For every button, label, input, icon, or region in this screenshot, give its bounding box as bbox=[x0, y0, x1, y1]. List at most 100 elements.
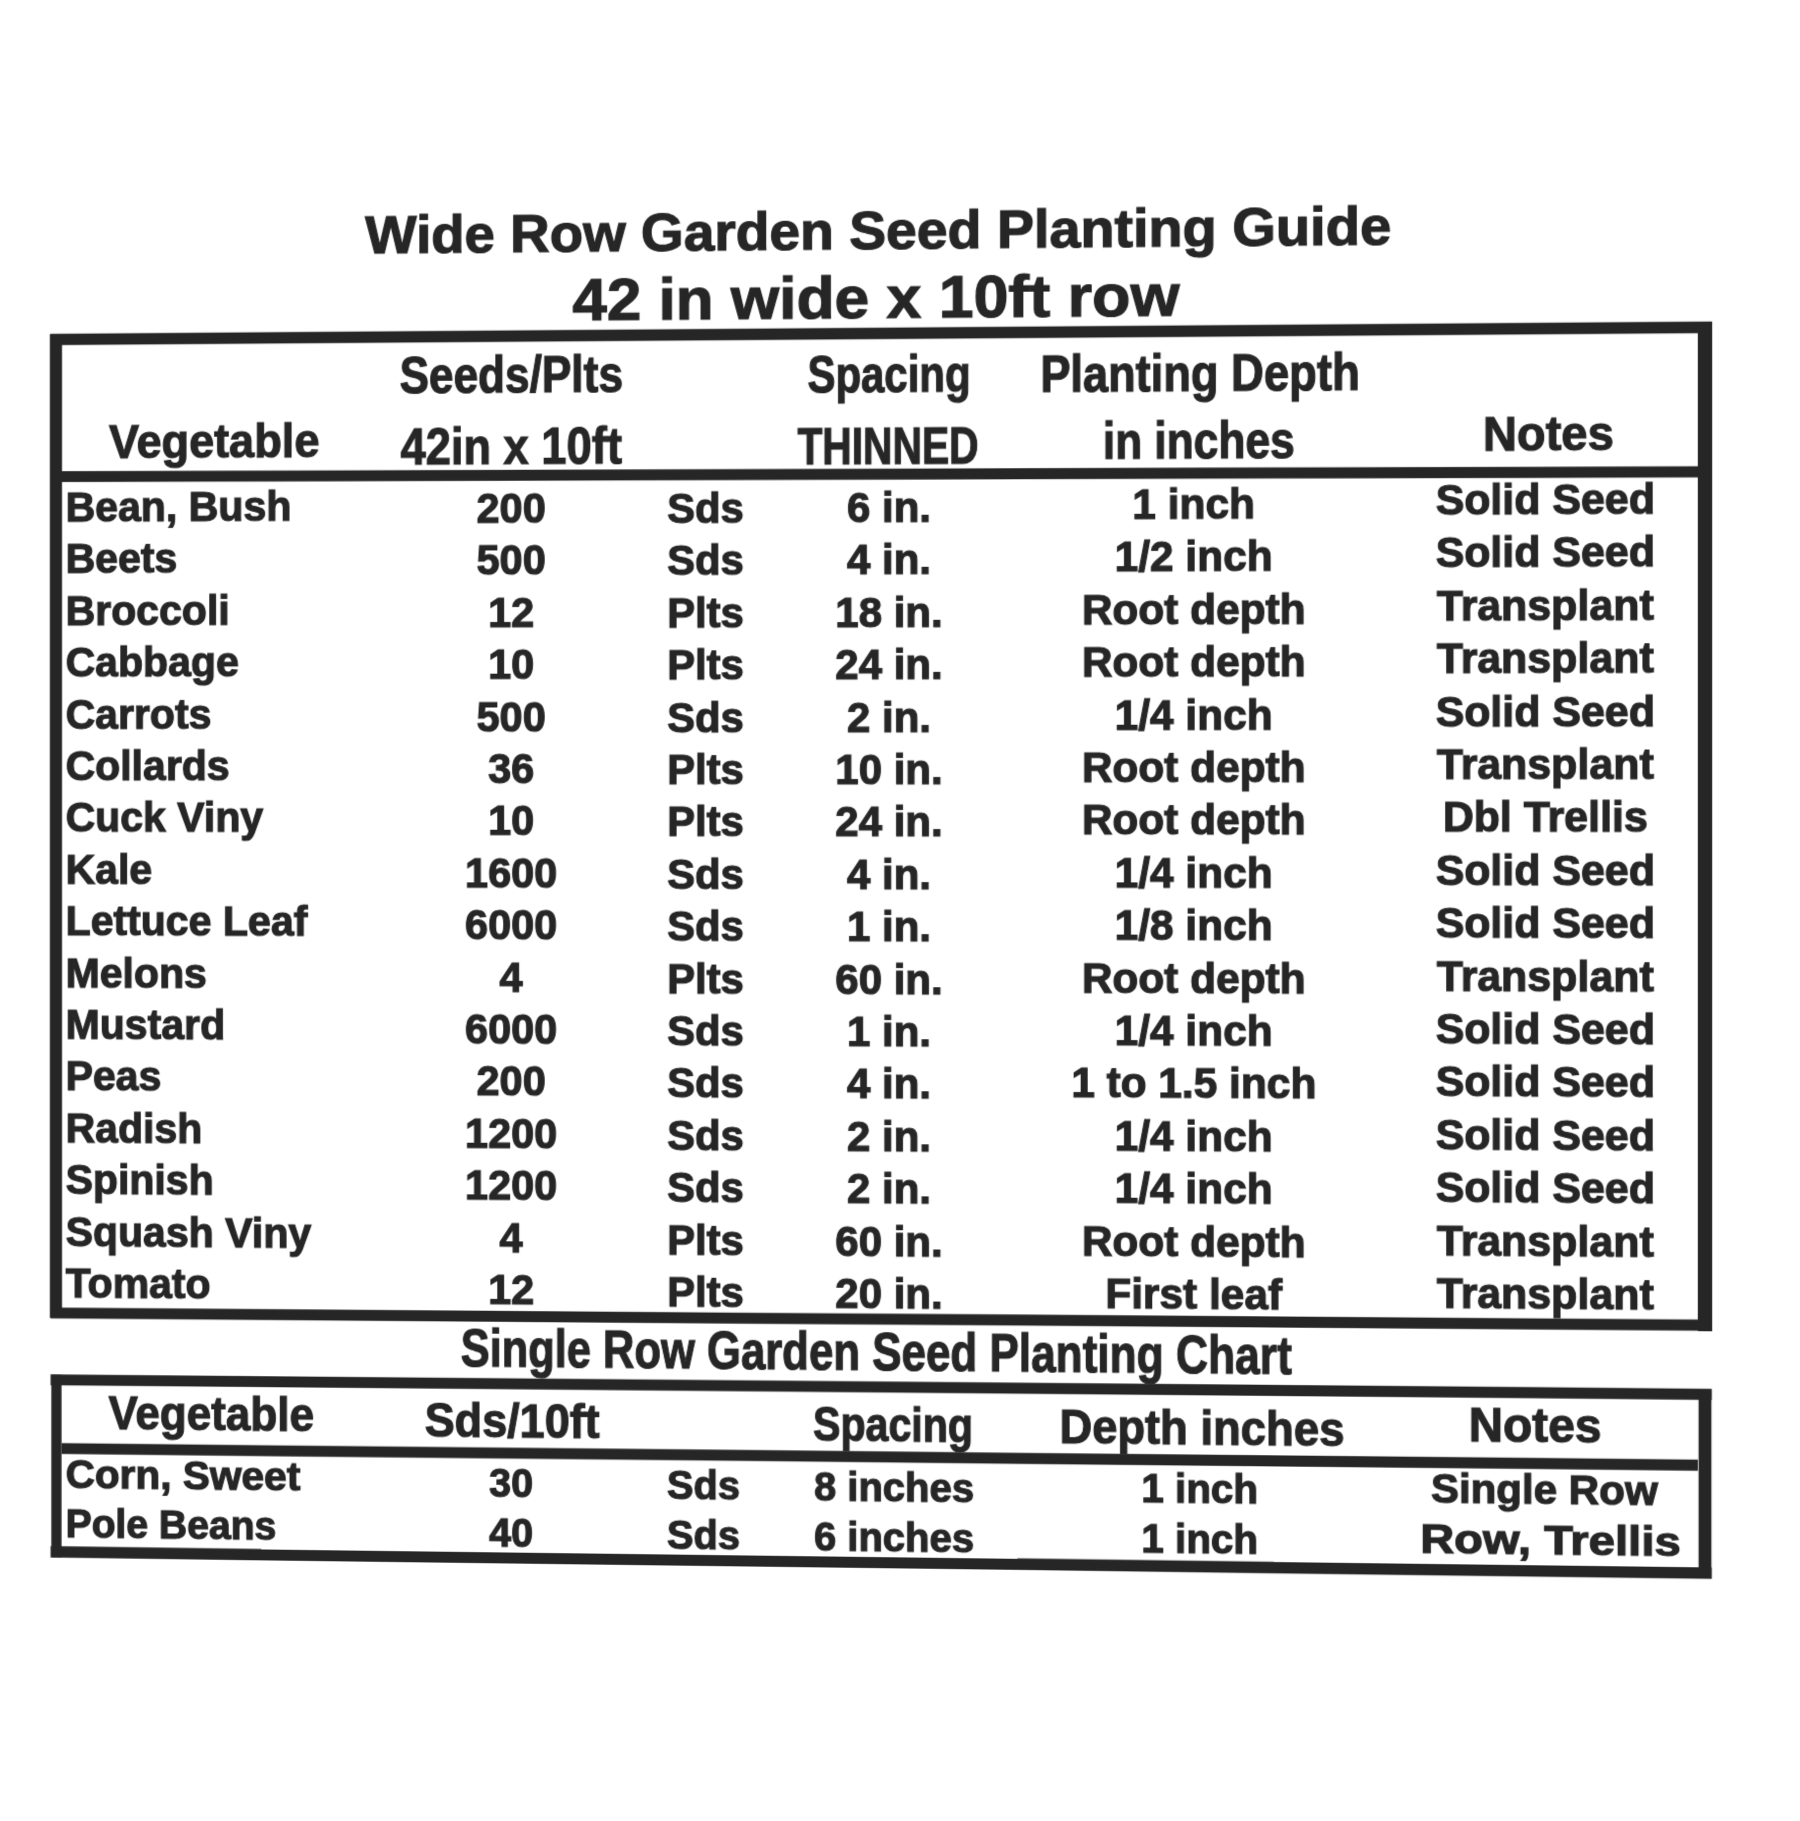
svg-text:Solid Seed: Solid Seed bbox=[1436, 846, 1655, 894]
svg-text:1200: 1200 bbox=[465, 1161, 557, 1209]
svg-text:Root depth: Root depth bbox=[1082, 796, 1306, 844]
svg-text:Transplant: Transplant bbox=[1437, 952, 1654, 1001]
svg-text:Vegetable: Vegetable bbox=[109, 1387, 315, 1442]
svg-text:60 in.: 60 in. bbox=[835, 955, 942, 1003]
svg-text:Melons: Melons bbox=[66, 949, 207, 996]
svg-text:42 in wide x 10ft row: 42 in wide x 10ft row bbox=[572, 261, 1180, 333]
svg-text:60 in.: 60 in. bbox=[835, 1217, 942, 1265]
svg-text:Beets: Beets bbox=[66, 535, 178, 582]
svg-text:Kale: Kale bbox=[66, 846, 153, 893]
svg-text:Mustard: Mustard bbox=[66, 1001, 225, 1048]
svg-text:1 inch: 1 inch bbox=[1141, 1517, 1258, 1563]
svg-text:42in x 10ft: 42in x 10ft bbox=[401, 417, 623, 475]
svg-text:500: 500 bbox=[477, 536, 546, 583]
svg-text:Planting Depth: Planting Depth bbox=[1040, 343, 1359, 403]
svg-text:4 in.: 4 in. bbox=[847, 1060, 931, 1108]
svg-text:Sds: Sds bbox=[667, 1059, 744, 1107]
svg-text:20 in.: 20 in. bbox=[835, 1269, 942, 1317]
svg-text:Sds: Sds bbox=[667, 537, 744, 584]
svg-text:Tomato: Tomato bbox=[66, 1260, 211, 1308]
svg-text:Sds: Sds bbox=[667, 1111, 744, 1159]
svg-text:Wide Row Garden Seed Planting: Wide Row Garden Seed Planting Guide bbox=[365, 197, 1391, 266]
svg-text:Solid Seed: Solid Seed bbox=[1436, 528, 1655, 577]
svg-text:Notes: Notes bbox=[1483, 406, 1614, 462]
svg-text:Cuck Viny: Cuck Viny bbox=[66, 794, 264, 841]
svg-text:Root depth: Root depth bbox=[1082, 585, 1306, 633]
svg-text:Solid Seed: Solid Seed bbox=[1436, 1005, 1655, 1054]
svg-text:Sds: Sds bbox=[667, 1464, 740, 1509]
svg-text:Plts: Plts bbox=[667, 1216, 744, 1264]
svg-text:1/4 inch: 1/4 inch bbox=[1115, 849, 1273, 897]
svg-text:200: 200 bbox=[477, 484, 546, 531]
svg-text:8 inches: 8 inches bbox=[814, 1466, 974, 1512]
svg-text:18 in.: 18 in. bbox=[835, 588, 942, 636]
svg-text:Sds: Sds bbox=[667, 903, 744, 950]
svg-text:Root depth: Root depth bbox=[1082, 743, 1306, 791]
svg-text:6000: 6000 bbox=[465, 901, 557, 948]
svg-text:Seeds/Plts: Seeds/Plts bbox=[400, 346, 623, 405]
svg-text:Sds: Sds bbox=[667, 1514, 740, 1559]
svg-text:Plts: Plts bbox=[667, 641, 744, 688]
svg-text:Notes: Notes bbox=[1469, 1399, 1602, 1454]
svg-text:Peas: Peas bbox=[66, 1053, 162, 1100]
svg-text:1 inch: 1 inch bbox=[1141, 1467, 1258, 1513]
svg-text:Transplant: Transplant bbox=[1437, 634, 1654, 682]
svg-text:Sds: Sds bbox=[667, 1164, 744, 1212]
svg-text:6000: 6000 bbox=[465, 1005, 557, 1052]
svg-text:1200: 1200 bbox=[465, 1109, 557, 1157]
svg-text:Vegetable: Vegetable bbox=[109, 414, 319, 469]
svg-text:Spinish: Spinish bbox=[66, 1156, 214, 1204]
svg-text:1/2 inch: 1/2 inch bbox=[1115, 532, 1273, 580]
svg-text:Sds: Sds bbox=[667, 694, 744, 741]
svg-text:1/4 inch: 1/4 inch bbox=[1115, 691, 1273, 739]
svg-text:Row, Trellis: Row, Trellis bbox=[1420, 1518, 1681, 1566]
svg-text:1/4 inch: 1/4 inch bbox=[1115, 1007, 1273, 1055]
svg-text:Cabbage: Cabbage bbox=[66, 638, 239, 685]
svg-text:Transplant: Transplant bbox=[1437, 1216, 1654, 1265]
svg-text:2 in.: 2 in. bbox=[847, 1112, 931, 1160]
svg-text:Single Row: Single Row bbox=[1431, 1467, 1658, 1514]
svg-text:36: 36 bbox=[488, 745, 534, 792]
svg-text:Sds/10ft: Sds/10ft bbox=[425, 1394, 600, 1449]
svg-text:4: 4 bbox=[500, 1214, 523, 1261]
svg-text:10: 10 bbox=[488, 797, 534, 844]
svg-text:Squash Viny: Squash Viny bbox=[66, 1208, 312, 1257]
svg-text:10: 10 bbox=[488, 641, 534, 688]
svg-text:2 in.: 2 in. bbox=[847, 693, 931, 740]
svg-text:Plts: Plts bbox=[667, 589, 744, 636]
svg-text:Broccoli: Broccoli bbox=[66, 587, 230, 634]
svg-text:Collards: Collards bbox=[66, 742, 230, 789]
svg-text:THINNED: THINNED bbox=[798, 417, 979, 475]
svg-text:2 in.: 2 in. bbox=[847, 1165, 931, 1213]
svg-text:500: 500 bbox=[477, 693, 546, 740]
svg-text:Plts: Plts bbox=[667, 1268, 744, 1316]
svg-text:Solid Seed: Solid Seed bbox=[1436, 1110, 1655, 1159]
svg-text:Root depth: Root depth bbox=[1082, 1217, 1306, 1266]
svg-text:12: 12 bbox=[488, 1266, 534, 1313]
svg-text:Lettuce Leaf: Lettuce Leaf bbox=[66, 897, 308, 944]
svg-text:Carrots: Carrots bbox=[66, 690, 212, 737]
svg-text:Solid Seed: Solid Seed bbox=[1436, 687, 1655, 735]
svg-text:10 in.: 10 in. bbox=[835, 746, 942, 793]
svg-text:6 in.: 6 in. bbox=[847, 483, 931, 531]
svg-text:Plts: Plts bbox=[667, 798, 744, 845]
svg-text:First leaf: First leaf bbox=[1105, 1270, 1282, 1319]
svg-text:Single Row Garden Seed Plantin: Single Row Garden Seed Planting Chart bbox=[461, 1320, 1292, 1387]
svg-text:Solid Seed: Solid Seed bbox=[1436, 1163, 1655, 1212]
svg-text:200: 200 bbox=[477, 1057, 546, 1104]
svg-text:Solid Seed: Solid Seed bbox=[1436, 475, 1655, 524]
svg-text:1 in.: 1 in. bbox=[847, 1008, 931, 1056]
svg-text:Spacing: Spacing bbox=[813, 1398, 973, 1453]
svg-text:4 in.: 4 in. bbox=[847, 536, 931, 584]
svg-text:Sds: Sds bbox=[667, 1007, 744, 1055]
svg-text:Pole Beans: Pole Beans bbox=[66, 1503, 277, 1549]
svg-text:Bean, Bush: Bean, Bush bbox=[66, 483, 292, 531]
svg-text:Root depth: Root depth bbox=[1082, 954, 1306, 1002]
svg-text:4: 4 bbox=[500, 953, 523, 1000]
svg-text:24 in.: 24 in. bbox=[835, 641, 942, 689]
svg-text:1/4 inch: 1/4 inch bbox=[1115, 1164, 1273, 1213]
svg-text:Transplant: Transplant bbox=[1437, 581, 1654, 629]
svg-text:Plts: Plts bbox=[667, 955, 744, 1002]
svg-text:Corn, Sweet: Corn, Sweet bbox=[66, 1454, 301, 1500]
svg-text:Transplant: Transplant bbox=[1437, 740, 1654, 788]
